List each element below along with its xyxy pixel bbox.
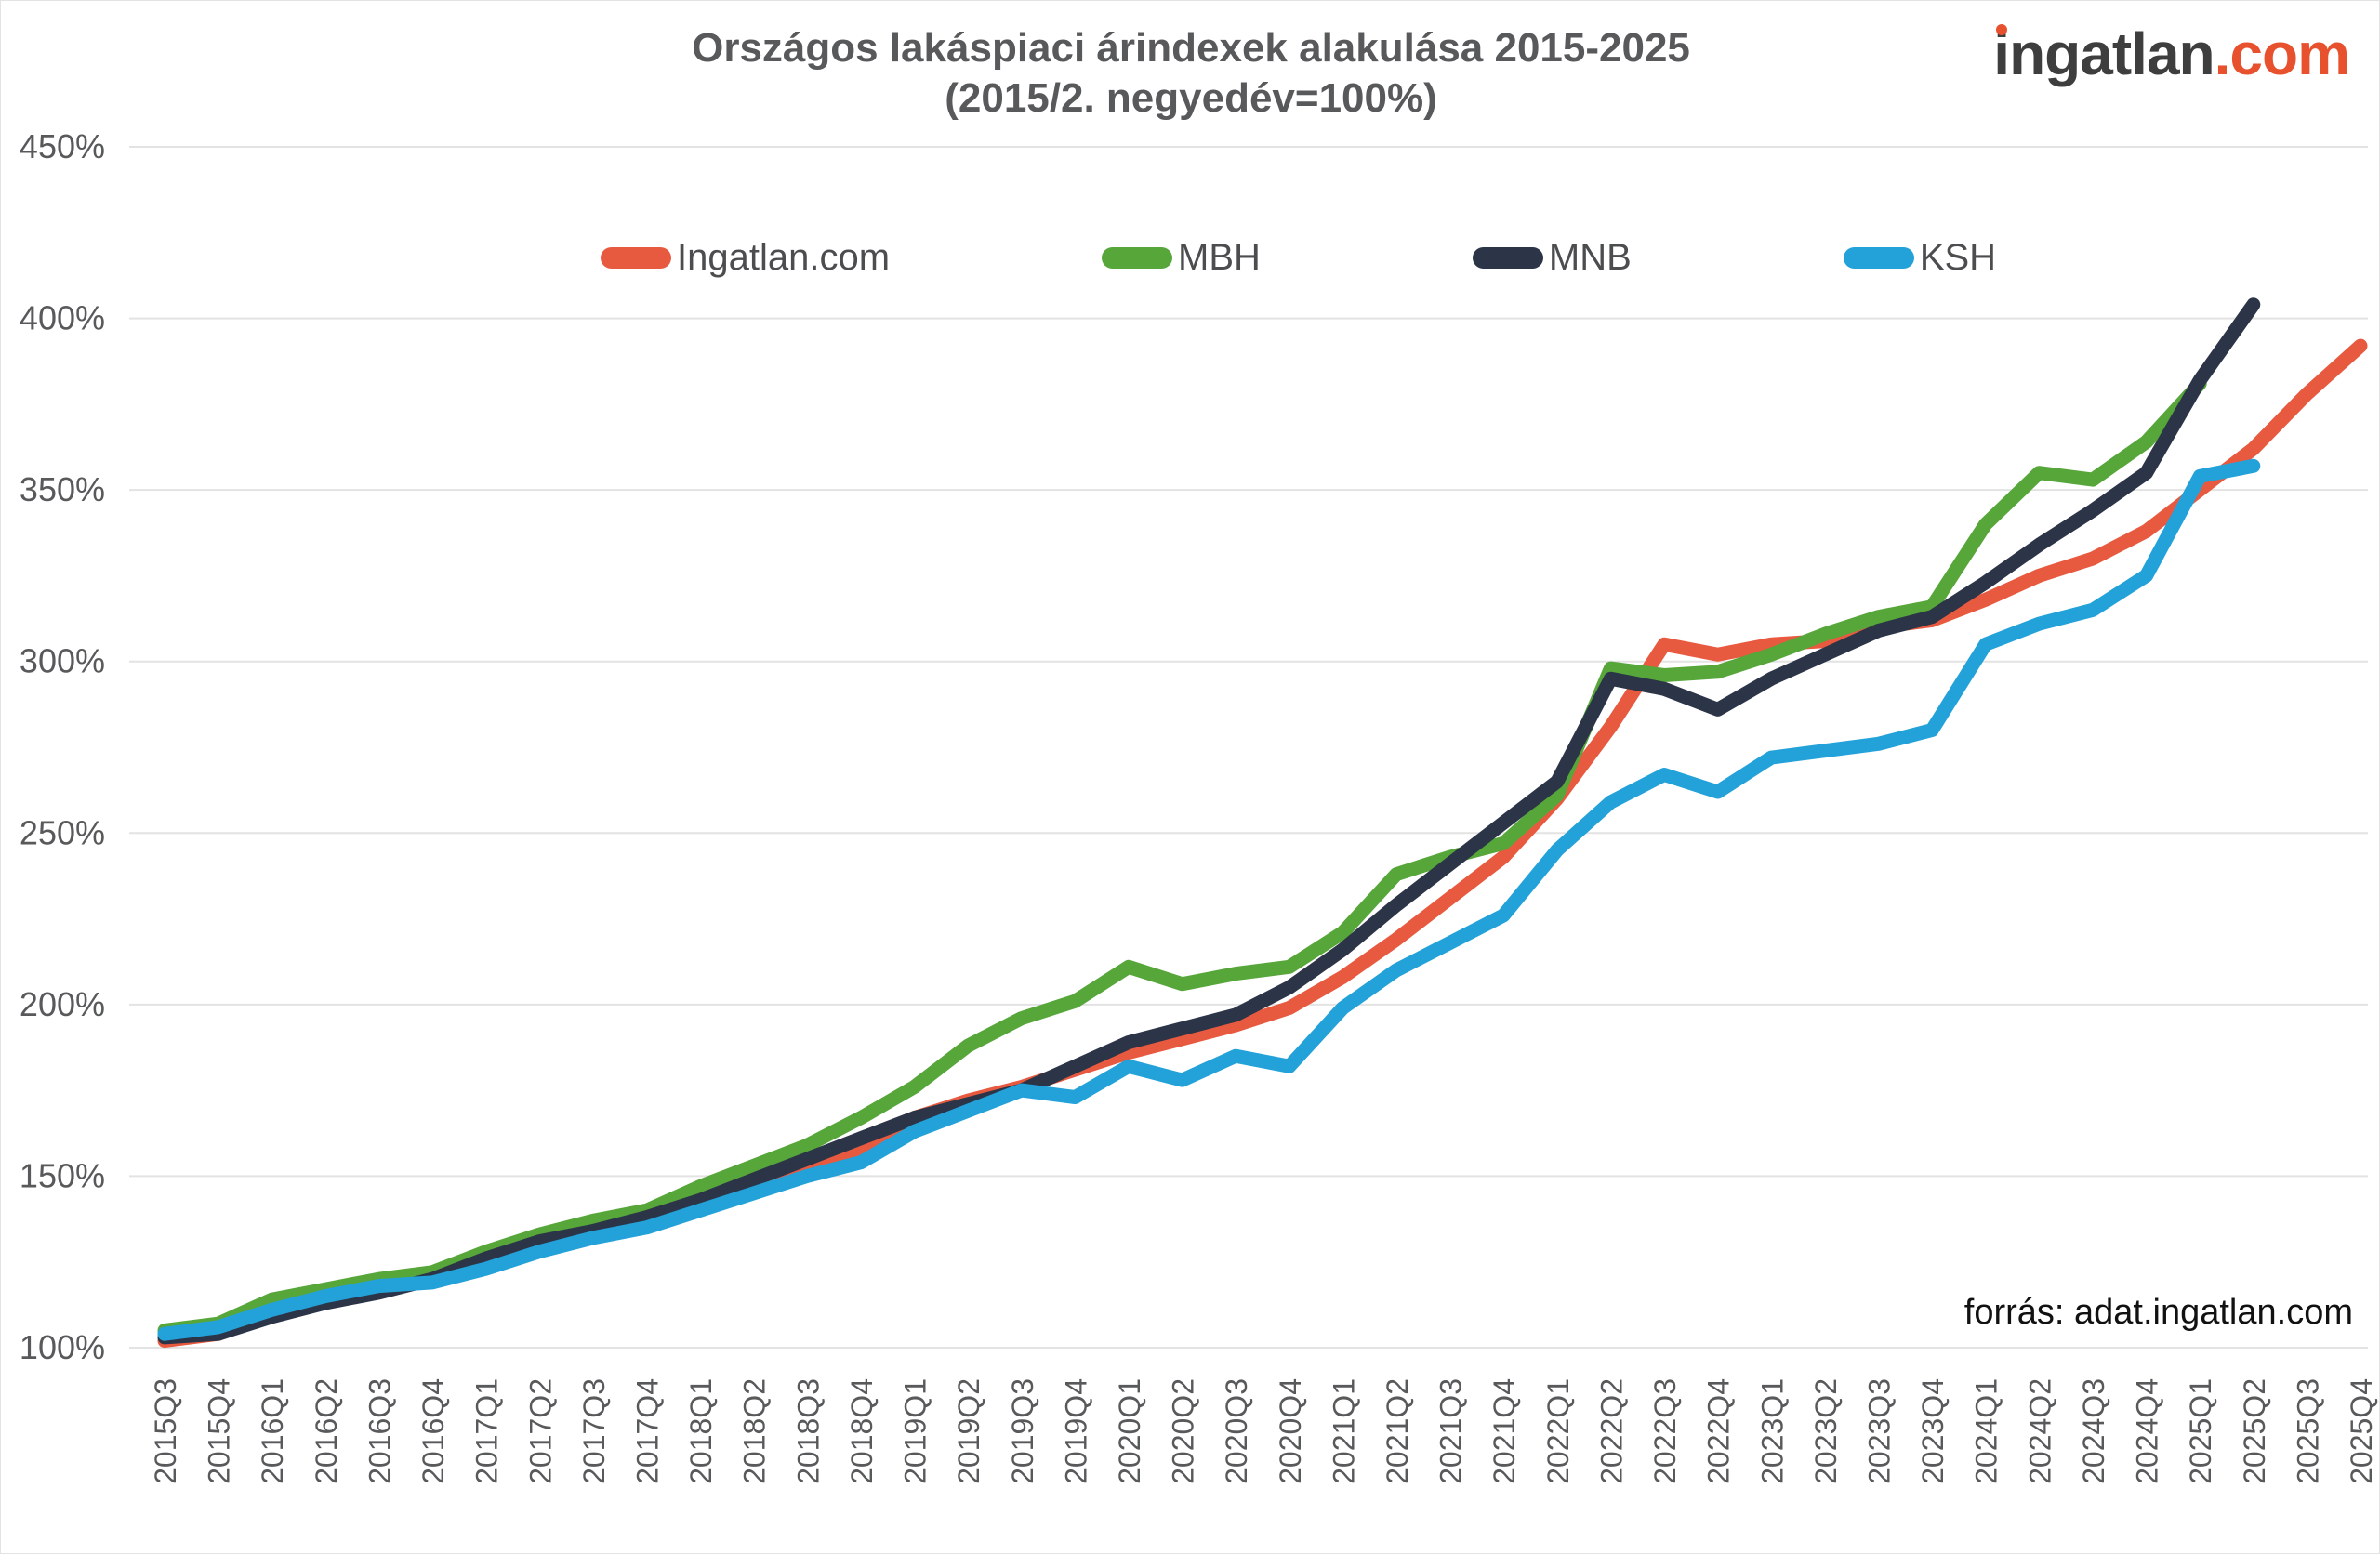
legend-item-mbh: MBH	[1102, 237, 1261, 279]
x-axis-tick-label: 2017Q4	[631, 1378, 665, 1484]
legend-swatch	[1843, 247, 1914, 269]
x-axis-tick-label: 2021Q1	[1327, 1378, 1360, 1484]
series-line-mnb	[157, 297, 2261, 1345]
y-axis-tick-label: 400%	[20, 299, 105, 337]
chart-title-block: Országos lakáspiaci árindexek alakulása …	[1, 23, 2379, 124]
x-axis-tick-label: 2016Q4	[416, 1378, 450, 1484]
legend-label: KSH	[1919, 237, 1997, 278]
x-axis-tick-label: 2024Q3	[2077, 1378, 2110, 1484]
y-axis-tick-label: 300%	[20, 642, 105, 680]
y-axis-tick-label: 350%	[20, 470, 105, 508]
legend-item-ingatlan-com: Ingatlan.com	[601, 237, 890, 279]
x-axis-tick-label: 2017Q3	[577, 1378, 611, 1484]
series-line-mbh	[157, 376, 2207, 1337]
chart-title: Országos lakáspiaci árindexek alakulása …	[692, 25, 1690, 71]
chart-legend: Ingatlan.com MBH MNB KSH	[601, 237, 1996, 279]
x-axis-tick-label: 2022Q2	[1595, 1378, 1629, 1484]
chart-subtitle: (2015/2. negyedév=100%)	[945, 75, 1437, 121]
x-axis-tick-label: 2023Q3	[1863, 1378, 1897, 1484]
logo-com-suffix: .com	[2214, 20, 2350, 87]
legend-item-mnb: MNB	[1472, 237, 1632, 279]
x-axis-tick-label: 2015Q4	[203, 1378, 236, 1484]
legend-item-ksh: KSH	[1843, 237, 1997, 279]
x-axis-tick-label: 2015Q3	[149, 1378, 182, 1484]
x-axis-tick-label: 2017Q1	[470, 1378, 504, 1484]
series-line-ingatlan-com	[157, 338, 2368, 1349]
y-axis-tick-label: 450%	[20, 127, 105, 165]
legend-swatch	[601, 247, 671, 269]
ingatlan-logo: ingatlan.com	[1993, 20, 2350, 88]
x-axis-tick-label: 2025Q3	[2291, 1378, 2324, 1484]
x-axis-tick-label: 2022Q1	[1541, 1378, 1575, 1484]
x-axis-tick-label: 2018Q2	[738, 1378, 772, 1484]
x-axis-tick-label: 2025Q4	[2345, 1378, 2378, 1484]
x-axis-tick-label: 2019Q3	[1006, 1378, 1039, 1484]
x-axis-tick-label: 2018Q1	[684, 1378, 718, 1484]
x-axis-tick-label: 2021Q4	[1488, 1378, 1521, 1484]
x-axis-tick-label: 2025Q2	[2238, 1378, 2271, 1484]
source-note: forrás: adat.ingatlan.com	[1964, 1293, 2353, 1332]
x-axis-tick-label: 2016Q2	[310, 1378, 343, 1484]
legend-swatch	[1472, 247, 1543, 269]
x-axis-tick-label: 2021Q3	[1435, 1378, 1468, 1484]
x-axis-tick-label: 2016Q3	[363, 1378, 396, 1484]
x-axis-tick-label: 2024Q4	[2131, 1378, 2164, 1484]
y-axis-tick-label: 150%	[20, 1156, 105, 1194]
y-axis-tick-label: 200%	[20, 985, 105, 1023]
x-axis-tick-label: 2021Q2	[1381, 1378, 1414, 1484]
legend-label: MBH	[1178, 237, 1261, 278]
x-axis-tick-label: 2020Q1	[1113, 1378, 1146, 1484]
x-axis-tick-label: 2024Q2	[2023, 1378, 2056, 1484]
x-axis-tick-label: 2019Q2	[952, 1378, 985, 1484]
x-axis-tick-label: 2025Q1	[2184, 1378, 2217, 1484]
x-axis-tick-label: 2019Q4	[1059, 1378, 1092, 1484]
x-axis-tick-label: 2023Q2	[1809, 1378, 1843, 1484]
x-axis-tick-label: 2019Q1	[899, 1378, 932, 1484]
x-axis-tick-label: 2020Q2	[1167, 1378, 1200, 1484]
y-axis-tick-label: 250%	[20, 813, 105, 851]
x-axis-tick-label: 2022Q4	[1702, 1378, 1736, 1484]
series-line-ksh	[157, 458, 2261, 1341]
x-axis-tick-label: 2020Q4	[1274, 1378, 1307, 1484]
x-axis-tick-label: 2023Q1	[1755, 1378, 1789, 1484]
legend-swatch	[1102, 247, 1173, 269]
x-axis-tick-label: 2023Q4	[1916, 1378, 1950, 1484]
logo-wordmark: ingatlan	[1993, 20, 2215, 87]
x-axis-tick-label: 2018Q4	[845, 1378, 879, 1484]
x-axis-tick-label: 2022Q3	[1648, 1378, 1682, 1484]
x-axis-tick-label: 2016Q1	[256, 1378, 289, 1484]
legend-label: MNB	[1548, 237, 1632, 278]
x-axis-tick-label: 2017Q2	[523, 1378, 557, 1484]
y-axis-tick-label: 100%	[20, 1328, 105, 1366]
legend-label: Ingatlan.com	[677, 237, 891, 278]
x-axis-tick-label: 2018Q3	[791, 1378, 825, 1484]
x-axis-tick-label: 2024Q1	[1970, 1378, 2003, 1484]
x-axis-tick-label: 2020Q3	[1220, 1378, 1253, 1484]
